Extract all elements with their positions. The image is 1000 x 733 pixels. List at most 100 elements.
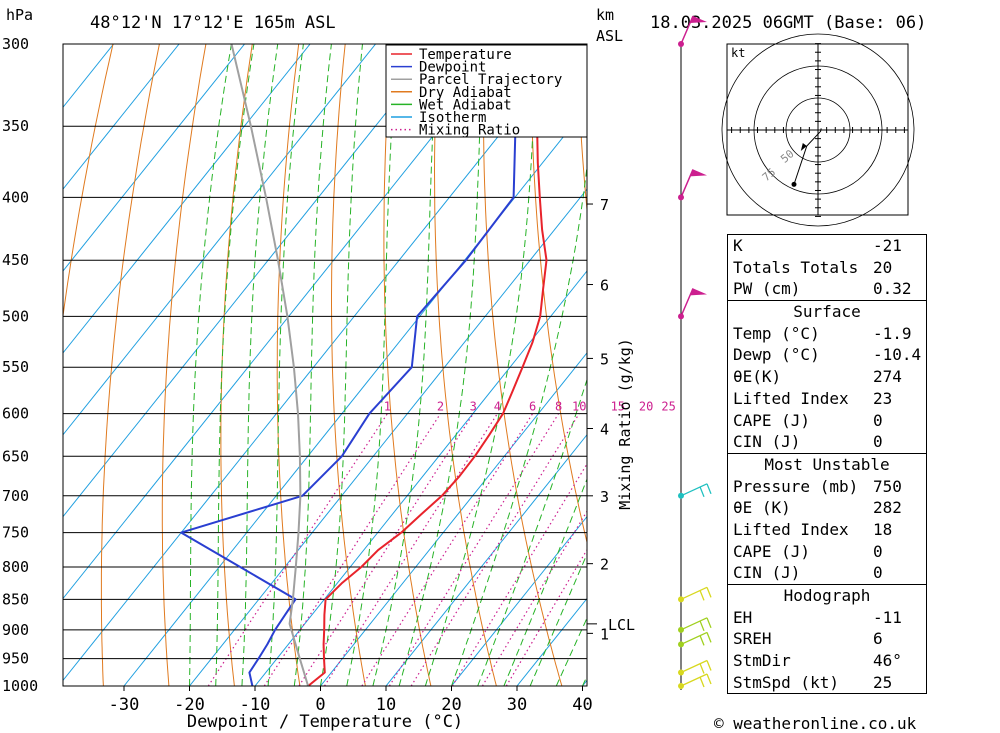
lcl-label: LCL <box>608 616 635 634</box>
wet-adiabat-line <box>372 44 438 686</box>
hodograph-end-point <box>791 181 797 187</box>
mu-row: CAPE (J) 0 <box>728 541 926 563</box>
most-unstable-section: Most Unstable Pressure (mb) 750 θE (K) 282… <box>728 452 926 584</box>
wind-barb-flag <box>706 587 712 598</box>
wet-adiabat-line <box>320 44 363 686</box>
wet-adiabat-line <box>424 44 538 686</box>
temperature-tick-label: -30 <box>109 695 140 715</box>
surface-value: 0 <box>873 432 883 452</box>
legend-label: Temperature <box>419 47 512 63</box>
isotherm-line <box>254 270 587 686</box>
hodograph-ring <box>721 33 915 227</box>
wind-barb-staff <box>680 288 694 317</box>
index-label: PW (cm) <box>733 279 801 299</box>
temperature-line <box>307 44 548 686</box>
isotherm-line <box>63 44 573 682</box>
wet-adiabat-line <box>503 477 587 686</box>
legend-label: Wet Adiabat <box>419 97 512 113</box>
wind-barb-flag <box>706 483 712 495</box>
wind-barb-staff <box>680 673 708 687</box>
index-label: K <box>733 236 743 255</box>
isotherm-line <box>123 106 587 686</box>
wet-adiabat-line <box>529 552 587 686</box>
hodo-label: SREH <box>733 629 772 649</box>
mixing-ratio-line <box>388 413 560 686</box>
location-title: 48°12'N 17°12'E 165m ASL <box>90 13 336 33</box>
wet-adiabat-line <box>293 44 332 686</box>
dewpoint-line <box>180 44 517 686</box>
legend-label: Dry Adiabat <box>419 85 512 101</box>
wind-barb-flag <box>706 660 712 671</box>
wet-adiabat-line <box>346 44 398 686</box>
height-tick-label: 7 <box>600 196 609 214</box>
height-tick-label: 5 <box>600 350 609 368</box>
wet-adiabat-line <box>267 44 304 686</box>
surface-section: Surface Temp (°C) -1.9 Dewp (°C) -10.4 θE(… <box>728 300 926 453</box>
pressure-tick-label: 800 <box>2 558 29 576</box>
legend-label: Parcel Trajectory <box>419 72 562 88</box>
temperature-tick-label: -20 <box>174 695 205 715</box>
plot-frame <box>62 43 588 687</box>
wind-barb-flag <box>706 617 712 629</box>
asl-unit-label: ASL <box>596 27 623 45</box>
hodo-row: StmSpd (kt) 25 <box>728 672 926 694</box>
surface-value: -1.9 <box>873 323 912 343</box>
dry-adiabat-line <box>530 44 587 545</box>
temperature-tick-label: 40 <box>572 695 592 715</box>
mixing-ratio-label: 25 <box>661 400 675 414</box>
legend-label: Mixing Ratio <box>419 123 520 139</box>
surface-row: Lifted Index 23 <box>728 388 926 410</box>
mu-label: Pressure (mb) <box>733 476 859 496</box>
isotherm-line <box>63 44 442 518</box>
index-label: Totals Totals <box>733 257 859 277</box>
pressure-tick-label: 600 <box>2 405 29 423</box>
parcel-trajectory-line <box>230 44 310 686</box>
surface-row: Temp (°C) -1.9 <box>728 323 926 345</box>
index-value: -21 <box>873 236 902 255</box>
surface-label: Lifted Index <box>733 388 849 408</box>
hodo-value: 6 <box>873 629 883 649</box>
mixing-ratio-line <box>298 413 474 686</box>
hodograph-ring-label: 75 <box>760 166 779 184</box>
temperature-tick-label: 10 <box>376 695 396 715</box>
pressure-tick-label: 850 <box>2 590 29 608</box>
hodo-value: -11 <box>873 607 902 627</box>
index-row-totals: Totals Totals 20 <box>728 257 926 279</box>
mixing-ratio-label: 2 <box>437 400 444 414</box>
wind-barb-staff <box>680 631 708 646</box>
pressure-tick-label: 700 <box>2 487 29 505</box>
surface-label: Dewp (°C) <box>733 345 820 365</box>
hodo-label: StmSpd (kt) <box>733 672 839 692</box>
dry-adiabat-line <box>995 44 1000 686</box>
surface-label: CIN (J) <box>733 432 801 452</box>
mixing-ratio-line <box>451 462 587 686</box>
datetime-title: 18.03.2025 06GMT (Base: 06) <box>650 13 926 33</box>
legend-box <box>385 44 588 138</box>
profile-series <box>180 44 548 686</box>
isotherm-line <box>63 44 311 354</box>
pressure-tick-label: 900 <box>2 621 29 639</box>
x-axis-title: Dewpoint / Temperature (°C) <box>187 712 463 732</box>
hodograph-trace <box>793 128 822 185</box>
wet-adiabat-line <box>241 44 279 686</box>
wet-adiabat-line <box>451 162 587 686</box>
wind-barb-flag <box>699 663 705 674</box>
surface-value: -10.4 <box>873 345 922 365</box>
dry-adiabat-line <box>433 44 497 686</box>
surface-row: CIN (J) 0 <box>728 431 926 453</box>
wind-barb-staff <box>680 586 708 600</box>
hodograph-storm-marker <box>800 143 807 151</box>
wind-barb-flag <box>699 486 705 498</box>
copyright-text: © weatheronline.co.uk <box>714 714 917 733</box>
mixing-ratio-labels: 1 2 3 4 6 8 10 15 20 25 <box>384 400 676 414</box>
mu-value: 0 <box>873 541 883 561</box>
mixing-ratio-label: 4 <box>494 400 501 414</box>
surface-row: CAPE (J) 0 <box>728 410 926 432</box>
pressure-tick-label: 750 <box>2 524 29 542</box>
wind-barb-flag <box>699 635 705 646</box>
surface-value: 23 <box>873 388 893 408</box>
hodo-label: StmDir <box>733 651 791 671</box>
